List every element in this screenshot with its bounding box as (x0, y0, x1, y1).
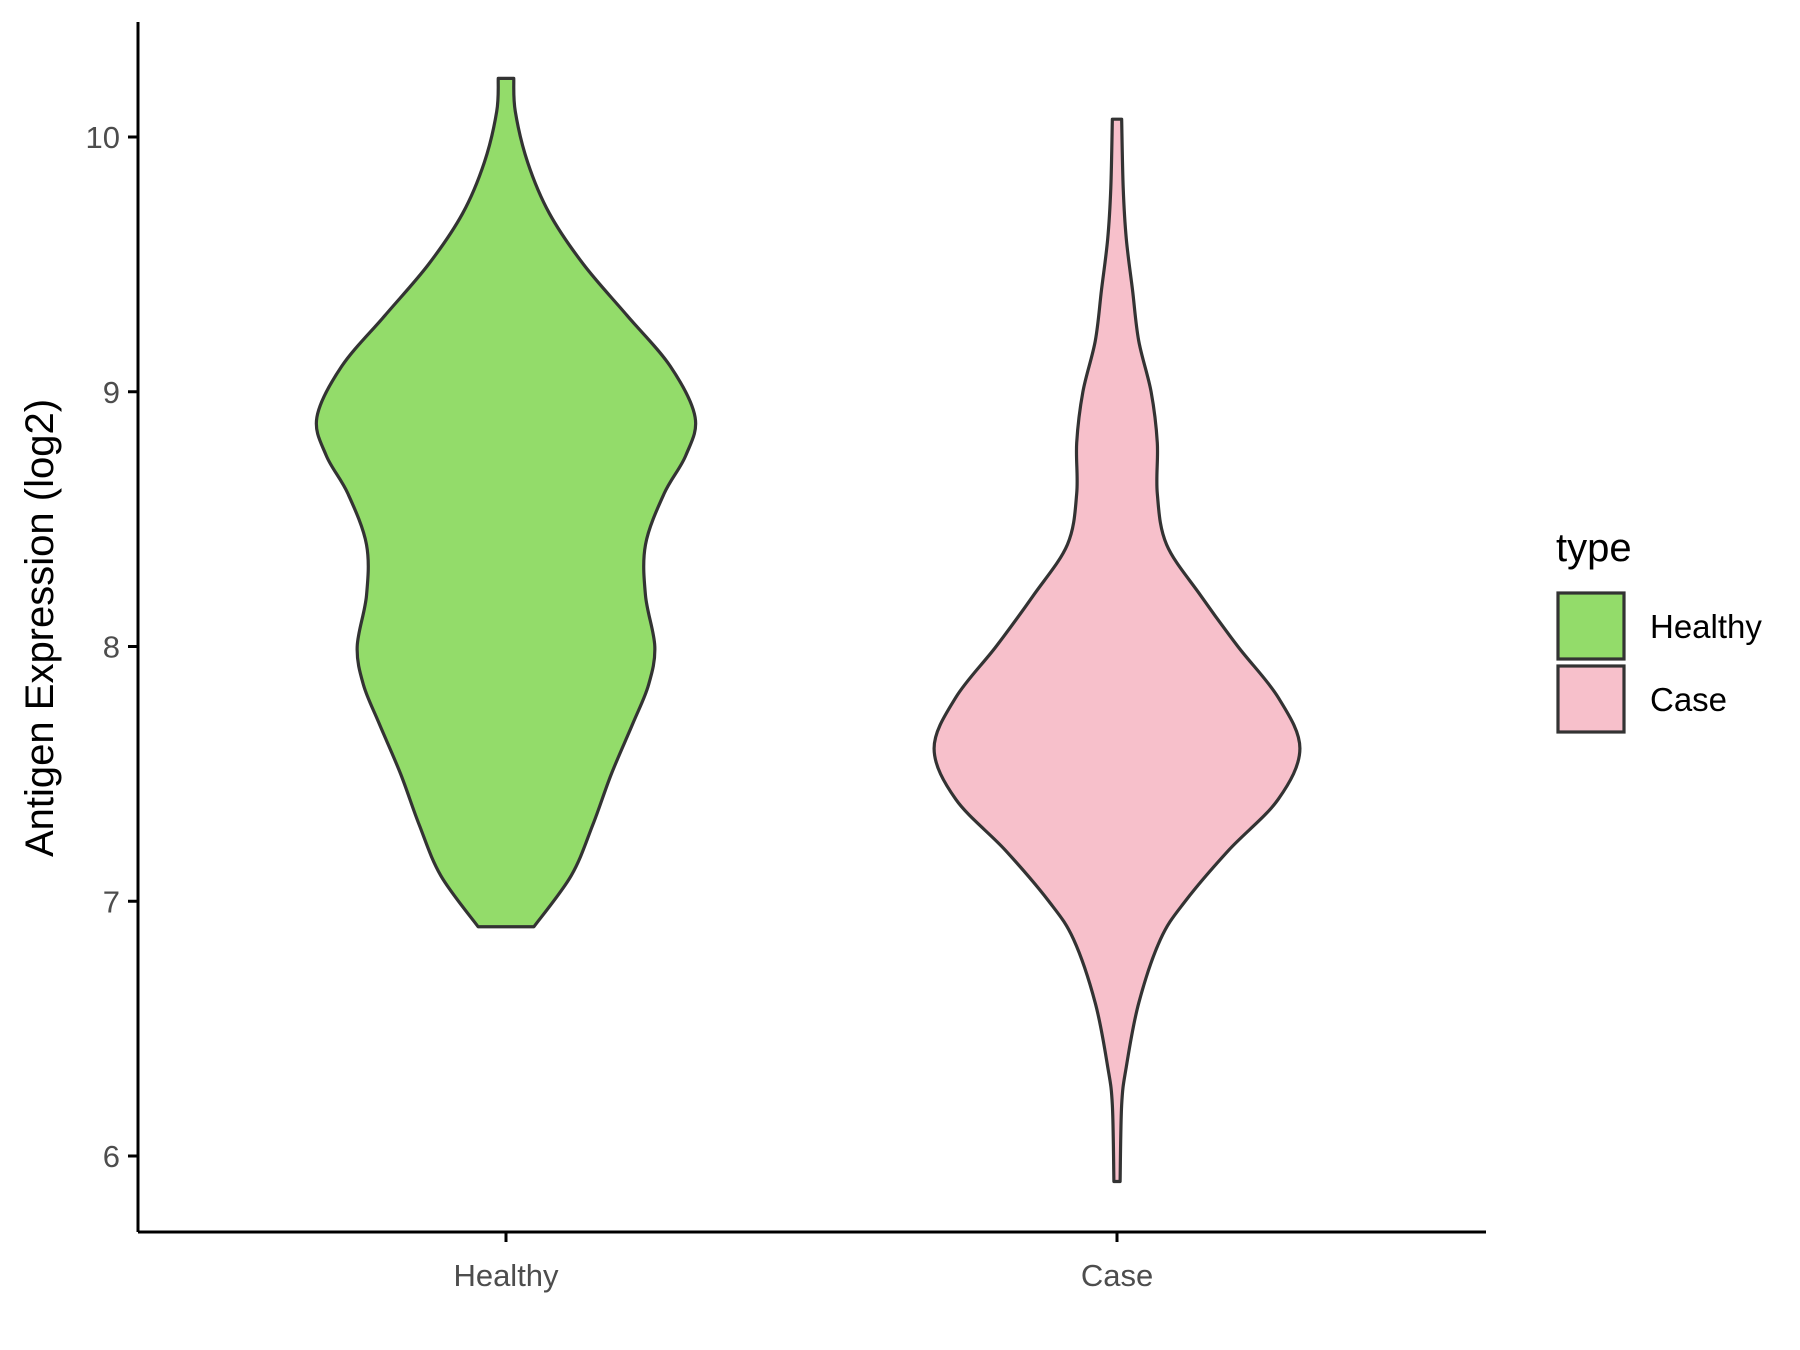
legend: type Healthy Case (1556, 526, 1762, 734)
y-tick-label: 10 (86, 120, 120, 155)
violin-healthy (314, 76, 698, 929)
y-tick-label: 7 (103, 884, 120, 919)
x-tick-label: Case (1081, 1258, 1153, 1293)
y-tick-group: 6 7 8 9 10 (86, 120, 138, 1174)
x-tick-group: Healthy Case (453, 1232, 1153, 1293)
legend-label-healthy: Healthy (1650, 608, 1762, 645)
y-tick-label: 8 (103, 630, 120, 665)
y-axis-title: Antigen Expression (log2) (18, 399, 62, 857)
y-tick-label: 6 (103, 1139, 120, 1174)
x-tick-label: Healthy (453, 1258, 559, 1293)
violin-case (932, 117, 1302, 1184)
legend-title: type (1556, 526, 1632, 570)
legend-swatch-healthy (1556, 591, 1626, 661)
legend-items: Healthy Case (1556, 591, 1762, 734)
violin-layer (314, 76, 1302, 1184)
legend-swatch-case (1556, 664, 1626, 734)
legend-label-case: Case (1650, 681, 1727, 718)
y-tick-label: 9 (103, 375, 120, 410)
